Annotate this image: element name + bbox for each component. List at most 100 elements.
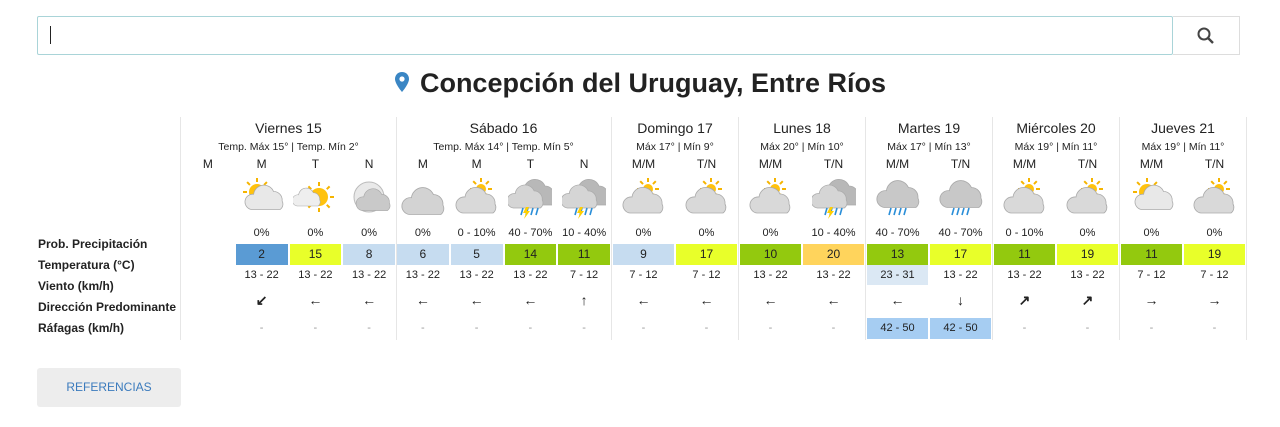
day-summary: Máx 17° | Mín 9° xyxy=(636,141,714,153)
icon-graphic xyxy=(1003,178,1044,214)
temperature: 17 xyxy=(676,244,737,265)
precip-prob: 40 - 70% xyxy=(938,227,983,239)
text-caret xyxy=(50,26,51,44)
precip-prob: 10 - 40% xyxy=(811,227,856,239)
wind: 13 - 22 xyxy=(816,269,851,281)
gusts: - xyxy=(421,322,425,334)
wind-direction: ↗ xyxy=(1018,292,1031,308)
weather-icon xyxy=(1193,177,1237,221)
temperature: 2 xyxy=(235,244,288,265)
wind-direction: ← xyxy=(523,292,538,308)
period-label: N xyxy=(579,157,589,171)
search-icon xyxy=(1197,27,1214,44)
wind: 13 - 22 xyxy=(943,269,978,281)
wind-direction: ↑ xyxy=(580,292,588,308)
search-button[interactable] xyxy=(1173,16,1240,55)
period-label: M xyxy=(202,157,213,171)
precip-prob: 0% xyxy=(635,227,652,239)
gusts: - xyxy=(641,322,646,334)
wind: 23 - 31 xyxy=(867,265,928,285)
temperature: 19 xyxy=(1184,244,1245,265)
weather-icon xyxy=(292,177,337,221)
wind-direction: → xyxy=(1207,292,1222,308)
gusts: - xyxy=(1085,322,1090,334)
gusts: - xyxy=(528,322,533,334)
gusts: 42 - 50 xyxy=(867,318,928,339)
day-summary: Máx 19° | Mín 11° xyxy=(1014,141,1098,153)
weather-icon xyxy=(507,177,556,221)
weather-icon xyxy=(455,177,499,221)
wind: 13 - 22 xyxy=(459,269,494,281)
weather-icon xyxy=(347,177,391,221)
period-label: T/N xyxy=(1077,157,1098,171)
period-label: N xyxy=(364,157,374,171)
day-summary: Máx 19° | Mín 11° xyxy=(1141,141,1225,153)
location-name: Concepción del Uruguay, Entre Ríos xyxy=(419,68,887,98)
wind-direction: ← xyxy=(636,292,651,308)
period-label: T/N xyxy=(1204,157,1225,171)
search-input[interactable] xyxy=(37,16,1173,55)
icon-graphic xyxy=(1066,178,1107,214)
period-label: M xyxy=(256,157,267,171)
precip-prob: 10 - 40% xyxy=(562,227,607,239)
day-column: Lunes 18 Máx 20° | Mín 10° M/M 0% 10 13 - 22 ←… xyxy=(739,117,866,340)
day-column: Miércoles 20 Máx 19° | Mín 11° M/M 0 - 10% 1… xyxy=(993,117,1120,340)
wind-direction: ← xyxy=(362,292,377,308)
icon-graphic xyxy=(560,178,610,219)
period-label: T/N xyxy=(823,157,844,171)
weather-icon xyxy=(1003,177,1047,221)
icon-graphic xyxy=(810,178,859,219)
day-column: Martes 19 Máx 17° | Mín 13° M/M 40 - 70% 13 2… xyxy=(866,117,993,340)
temperature: 6 xyxy=(397,244,449,265)
temperature: 8 xyxy=(343,244,395,265)
day-name: Viernes 15 xyxy=(255,120,322,136)
gusts: - xyxy=(474,322,479,334)
icon-graphic xyxy=(749,178,790,214)
wind-direction: ← xyxy=(308,292,323,308)
wind-direction: ↓ xyxy=(957,292,964,308)
gusts: - xyxy=(582,322,586,334)
temperature: 13 xyxy=(867,244,928,265)
gusts: - xyxy=(1022,322,1027,334)
temperature: 14 xyxy=(504,244,557,265)
temperature: 15 xyxy=(289,244,342,265)
period-label: M xyxy=(417,157,428,171)
period-label: M/M xyxy=(1139,157,1164,171)
wind: 13 - 22 xyxy=(405,269,440,281)
icon-graphic xyxy=(292,182,335,212)
precip-prob: 0% xyxy=(307,227,324,239)
temperature: 11 xyxy=(1121,244,1182,265)
day-name: Lunes 18 xyxy=(773,120,831,136)
wind: 13 - 22 xyxy=(753,269,788,281)
precip-prob: 0% xyxy=(1143,227,1160,239)
wind-direction: ← xyxy=(890,292,905,308)
row-label: Temperatura (°C) xyxy=(38,258,135,272)
gusts: - xyxy=(768,322,773,334)
period-label: T xyxy=(526,157,535,171)
wind: 13 - 22 xyxy=(1007,269,1042,281)
row-label: Prob. Precipitación xyxy=(38,237,148,251)
icon-graphic xyxy=(1132,178,1173,210)
precip-prob: 0% xyxy=(762,227,779,239)
icon-graphic xyxy=(875,180,919,216)
day-name: Domingo 17 xyxy=(637,120,713,136)
pin-icon xyxy=(394,72,409,92)
temperature: 9 xyxy=(613,244,674,265)
wind: 7 - 12 xyxy=(1137,269,1166,281)
icon-graphic xyxy=(455,178,496,214)
gusts: - xyxy=(1149,322,1154,334)
references-button[interactable]: REFERENCIAS xyxy=(37,368,181,407)
icon-graphic xyxy=(685,178,726,214)
period-label: M/M xyxy=(1012,157,1037,171)
wind: 13 - 22 xyxy=(244,269,279,281)
precip-prob: 0% xyxy=(361,227,378,239)
weather-icon xyxy=(622,177,666,221)
precip-prob: 0 - 10% xyxy=(1005,227,1044,239)
period-label: T/N xyxy=(696,157,717,171)
wind-direction: ← xyxy=(469,292,484,308)
weather-icon xyxy=(240,177,284,221)
period-label: T/N xyxy=(950,157,971,171)
weather-icon xyxy=(1066,177,1110,221)
day-summary: Máx 17° | Mín 13° xyxy=(887,141,971,153)
wind: 7 - 12 xyxy=(1200,269,1229,281)
